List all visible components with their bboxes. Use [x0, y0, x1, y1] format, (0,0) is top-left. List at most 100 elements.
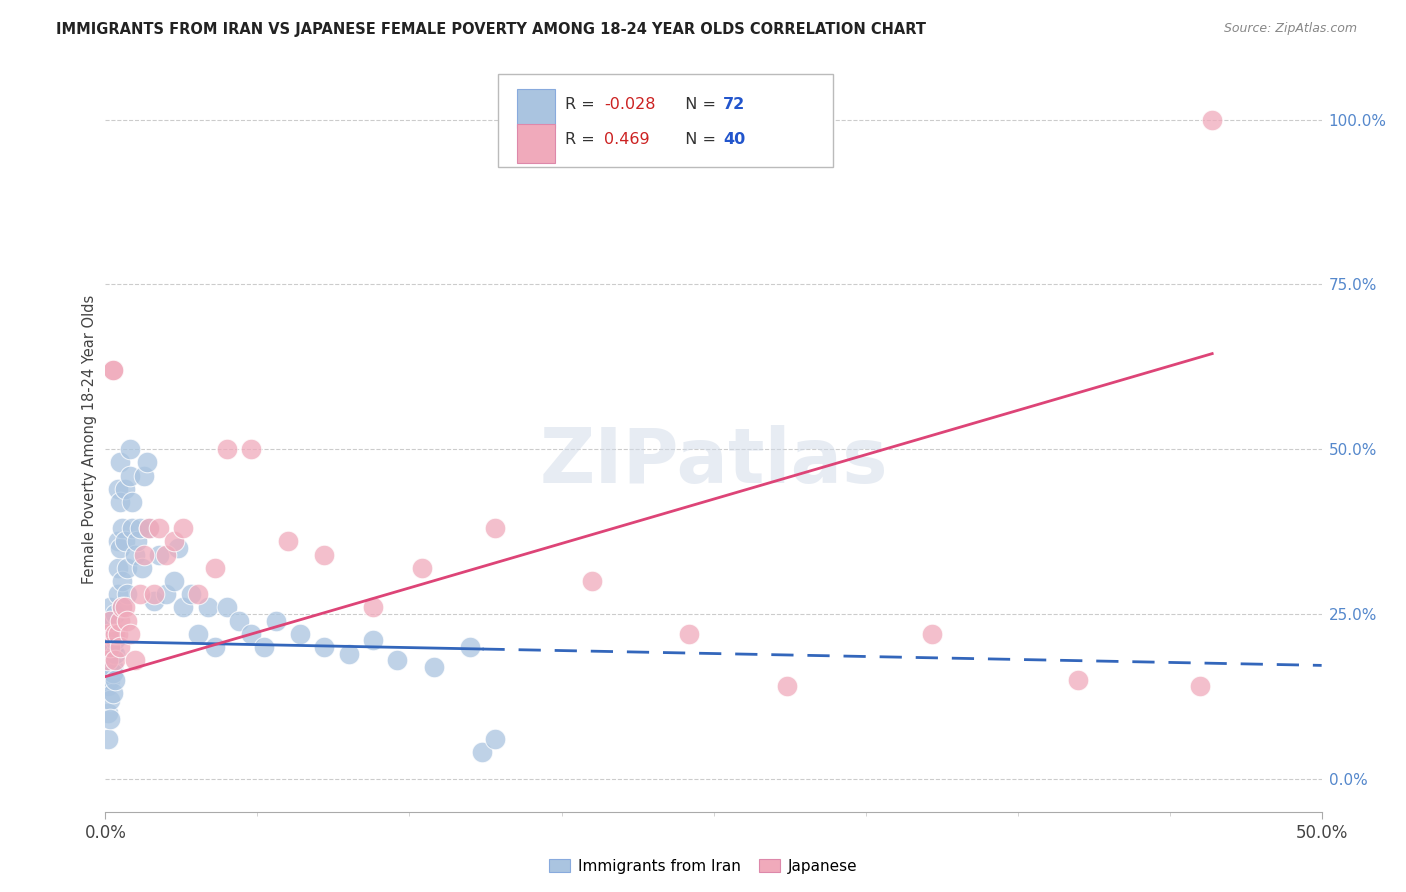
Point — [143, 594, 166, 608]
Point — [108, 455, 131, 469]
Point — [921, 626, 943, 640]
Point — [217, 442, 239, 457]
Point — [277, 534, 299, 549]
Point — [101, 659, 124, 673]
Text: -0.028: -0.028 — [605, 96, 655, 112]
Point — [204, 561, 226, 575]
Point — [124, 653, 146, 667]
Point — [155, 587, 177, 601]
Point — [108, 640, 131, 654]
Point — [128, 521, 150, 535]
Point — [411, 561, 433, 575]
Point — [458, 640, 481, 654]
Point — [264, 614, 287, 628]
Text: N =: N = — [675, 132, 721, 146]
Point — [98, 614, 121, 628]
Text: IMMIGRANTS FROM IRAN VS JAPANESE FEMALE POVERTY AMONG 18-24 YEAR OLDS CORRELATIO: IMMIGRANTS FROM IRAN VS JAPANESE FEMALE … — [56, 22, 927, 37]
Point — [135, 455, 157, 469]
Point — [138, 521, 160, 535]
Point — [1201, 112, 1223, 127]
Point — [121, 495, 143, 509]
Text: 72: 72 — [723, 96, 745, 112]
Y-axis label: Female Poverty Among 18-24 Year Olds: Female Poverty Among 18-24 Year Olds — [82, 294, 97, 584]
Point — [98, 653, 121, 667]
Point — [104, 673, 127, 687]
Point — [98, 640, 121, 654]
Point — [108, 614, 131, 628]
Point — [101, 626, 124, 640]
Point — [484, 521, 506, 535]
Point — [128, 587, 150, 601]
Point — [361, 633, 384, 648]
Point — [97, 706, 120, 720]
Point — [387, 653, 409, 667]
Point — [97, 626, 120, 640]
Point — [148, 548, 170, 562]
FancyBboxPatch shape — [516, 89, 555, 128]
Point — [104, 633, 127, 648]
Point — [97, 653, 120, 667]
Point — [98, 673, 121, 687]
Point — [1067, 673, 1090, 687]
Point — [240, 626, 263, 640]
Point — [117, 614, 139, 628]
Text: R =: R = — [565, 132, 605, 146]
Point — [114, 534, 136, 549]
Point — [101, 686, 124, 700]
FancyBboxPatch shape — [498, 74, 832, 168]
Point — [162, 574, 184, 588]
Point — [98, 713, 121, 727]
Point — [162, 534, 184, 549]
Point — [111, 521, 134, 535]
Point — [172, 521, 194, 535]
Point — [118, 468, 141, 483]
Point — [108, 495, 131, 509]
Point — [217, 600, 239, 615]
Point — [314, 548, 336, 562]
Point — [97, 680, 120, 694]
Point — [484, 732, 506, 747]
Point — [107, 534, 129, 549]
Text: 40: 40 — [723, 132, 745, 146]
Legend: Immigrants from Iran, Japanese: Immigrants from Iran, Japanese — [543, 853, 863, 880]
Point — [678, 626, 700, 640]
Point — [187, 587, 209, 601]
Point — [101, 666, 124, 681]
Point — [98, 614, 121, 628]
Point — [114, 482, 136, 496]
Point — [117, 561, 139, 575]
Point — [107, 482, 129, 496]
Point — [101, 363, 124, 377]
Point — [337, 647, 360, 661]
Point — [197, 600, 219, 615]
Text: 0.469: 0.469 — [605, 132, 650, 146]
Point — [121, 521, 143, 535]
Point — [117, 587, 139, 601]
Text: N =: N = — [675, 96, 721, 112]
Point — [111, 600, 134, 615]
Text: Source: ZipAtlas.com: Source: ZipAtlas.com — [1223, 22, 1357, 36]
Point — [134, 548, 156, 562]
Point — [118, 626, 141, 640]
Point — [143, 587, 166, 601]
Point — [104, 653, 127, 667]
Point — [114, 600, 136, 615]
Point — [204, 640, 226, 654]
Point — [252, 640, 274, 654]
Point — [118, 442, 141, 457]
Point — [104, 626, 127, 640]
Point — [104, 647, 127, 661]
Point — [167, 541, 190, 555]
Point — [107, 561, 129, 575]
Point — [111, 574, 134, 588]
Point — [240, 442, 263, 457]
Point — [775, 680, 797, 694]
Point — [111, 600, 134, 615]
Point — [101, 640, 124, 654]
Point — [134, 468, 156, 483]
Point — [98, 640, 121, 654]
Point — [471, 745, 494, 759]
Point — [131, 561, 153, 575]
Point — [97, 626, 120, 640]
Point — [97, 653, 120, 667]
